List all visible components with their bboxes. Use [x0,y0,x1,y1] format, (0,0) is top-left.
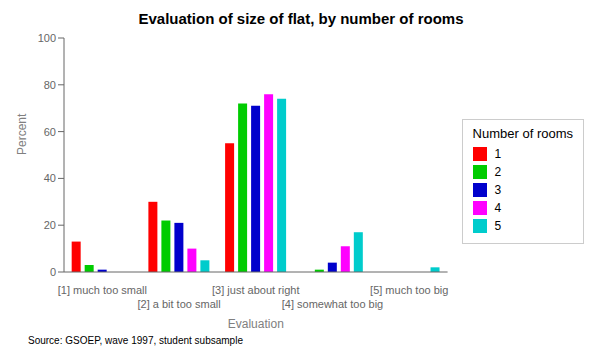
html-text:4: 4 [494,200,502,215]
html-text:2: 2 [494,164,502,179]
svg-text:[4] somewhat too big: [4] somewhat too big [282,298,384,310]
html-text:3: 3 [494,182,502,197]
svg-text:100: 100 [38,32,56,44]
svg-text:0: 0 [50,266,56,278]
html-text:5: 5 [494,218,502,233]
svg-text:Evaluation: Evaluation [228,317,284,331]
html-text:Number of rooms: Number of rooms [472,125,573,141]
html-text:Evaluation of size of flat, by: Evaluation of size of flat, by number of… [138,10,464,27]
html-text:1: 1 [494,146,502,161]
svg-text:60: 60 [44,126,56,138]
svg-text:[3] just about right: [3] just about right [212,284,299,296]
svg-text:[2] a bit too small: [2] a bit too small [137,298,220,310]
svg-text:Percent: Percent [15,113,29,155]
svg-text:20: 20 [44,219,56,231]
svg-text:[5] much too big: [5] much too big [370,284,448,296]
svg-text:40: 40 [44,172,56,184]
svg-text:80: 80 [44,79,56,91]
html-text:Source: GSOEP, wave 1997, stud: Source: GSOEP, wave 1997, student subsam… [28,335,243,346]
svg-text:[1] much too small: [1] much too small [58,284,147,296]
